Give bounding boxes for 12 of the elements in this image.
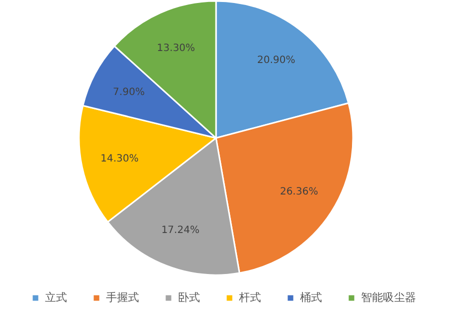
legend-label: 杆式 [238,290,261,304]
data-label: 13.30% [156,42,196,54]
data-label: 7.90% [112,86,145,98]
legend-label: 卧式 [178,290,200,304]
data-label: 26.36% [280,186,318,198]
data-label: 20.90% [257,54,296,66]
data-label: 17.24% [161,224,200,236]
legend-label: 立式 [45,290,67,304]
legend-label: 桶式 [300,290,322,304]
data-label: 14.30% [100,154,139,165]
legend-label: 手握式 [106,290,139,304]
legend-label: 智能吸尘器 [361,290,416,304]
